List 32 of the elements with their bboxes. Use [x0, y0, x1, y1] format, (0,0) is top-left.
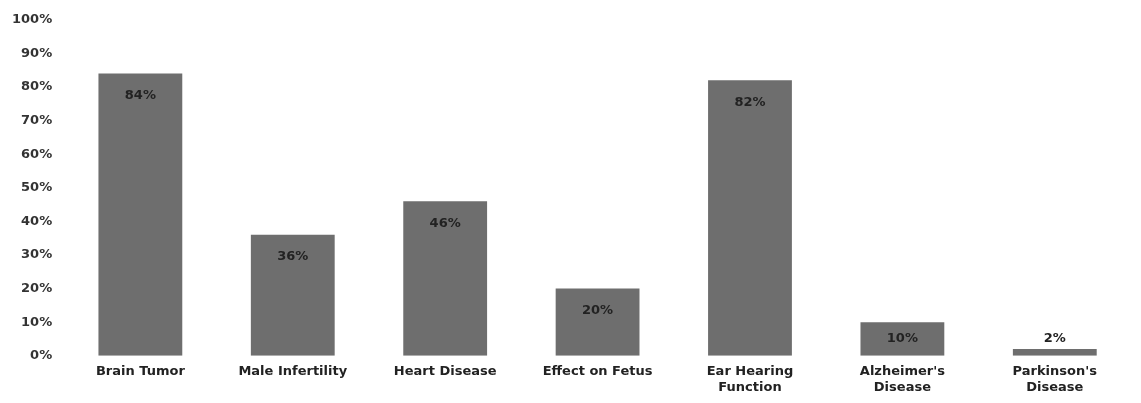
data-label: 2%: [1043, 330, 1066, 346]
y-tick-label: 80%: [21, 78, 53, 94]
x-tick-label: Brain Tumor: [95, 362, 186, 378]
y-tick-label: 50%: [21, 179, 53, 195]
x-tick-label: Parkinson's Disease: [1012, 362, 1098, 394]
data-label: 46%: [429, 214, 461, 230]
bar: [555, 288, 640, 356]
x-tick-label: Effect on Fetus: [542, 362, 653, 378]
y-tick-label: 30%: [21, 246, 53, 262]
data-label: 10%: [886, 330, 918, 346]
y-tick-label: 100%: [11, 11, 53, 27]
x-tick-label: Male Infertility: [238, 362, 348, 378]
bar: [403, 201, 488, 356]
x-tick-label: Ear Hearing Function: [706, 362, 794, 394]
bar: [1012, 349, 1097, 356]
data-label: 36%: [277, 248, 309, 264]
x-tick-label: Alzheimer's Disease: [859, 362, 946, 394]
y-tick-label: 20%: [21, 279, 53, 295]
bar: [860, 322, 945, 356]
x-tick-label: Heart Disease: [393, 362, 497, 378]
y-tick-label: 90%: [21, 44, 53, 60]
y-tick-label: 60%: [21, 145, 53, 161]
data-label: 84%: [124, 86, 156, 102]
data-label: 20%: [582, 301, 614, 317]
y-tick-label: 40%: [21, 212, 53, 228]
bar: [98, 73, 183, 356]
y-tick-label: 70%: [21, 111, 53, 127]
data-label: 82%: [734, 93, 766, 109]
y-tick-label: 0%: [30, 347, 53, 363]
bar: [708, 80, 792, 356]
bar: [250, 234, 335, 356]
y-tick-label: 10%: [21, 313, 53, 329]
